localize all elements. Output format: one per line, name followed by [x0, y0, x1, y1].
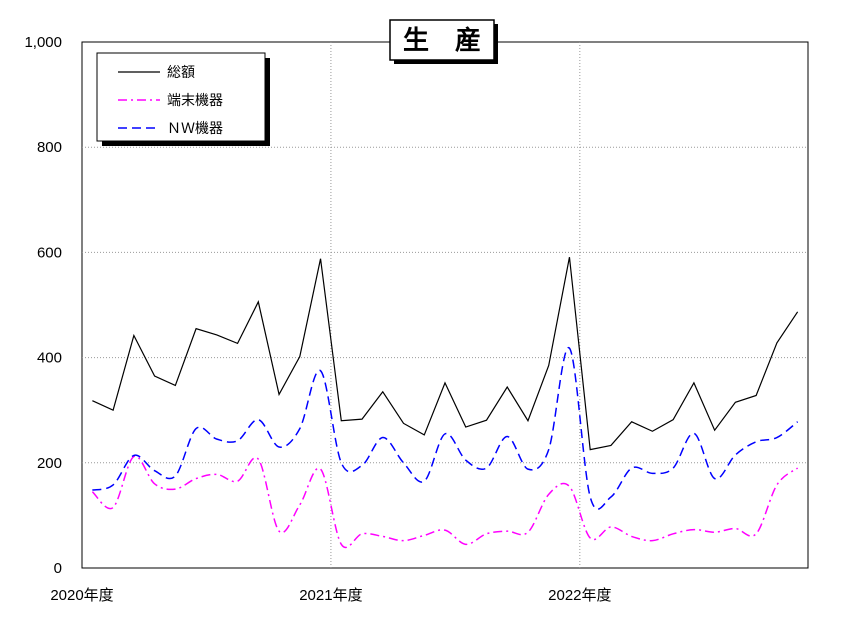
y-tick-label: 800	[37, 139, 62, 156]
x-tick-label: 2022年度	[548, 587, 611, 604]
y-axis-tick-labels: 0 200 400 600 800 1,000	[24, 34, 62, 577]
series-line-1	[91, 455, 799, 549]
legend-label-2: ＮＷ機器	[167, 121, 223, 137]
legend-label-1: 端末機器	[167, 93, 223, 109]
y-tick-label: 200	[37, 455, 62, 472]
y-tick-label: 1,000	[24, 34, 62, 51]
x-axis-tick-labels: 2020年度 2021年度 2022年度	[50, 587, 611, 604]
x-tick-label: 2020年度	[50, 587, 113, 604]
series-line-2	[92, 347, 799, 510]
chart-title: 生 産	[403, 25, 481, 56]
x-tick-label: 2021年度	[299, 587, 362, 604]
chart-title-box: 生 産	[389, 19, 498, 64]
legend-label-0: 総額	[167, 65, 195, 81]
series-lines	[91, 257, 799, 549]
series-line-0	[92, 257, 799, 451]
y-tick-label: 400	[37, 350, 62, 367]
y-tick-label: 600	[37, 244, 62, 261]
grid-lines	[82, 42, 808, 568]
y-tick-label: 0	[54, 560, 62, 577]
